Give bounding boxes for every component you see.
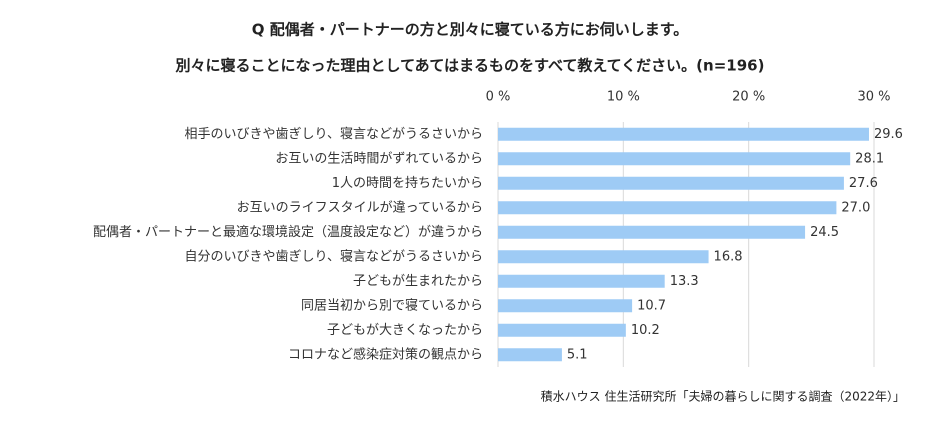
value-label: 13.3 [670, 274, 699, 289]
chart-title: Q 配偶者・パートナーの方と別々に寝ている方にお伺いします。 [252, 21, 688, 39]
x-tick-label: 30 % [857, 90, 890, 105]
bar [498, 201, 837, 215]
value-label: 27.0 [841, 200, 870, 215]
value-label: 10.7 [637, 298, 666, 313]
bar [498, 152, 851, 166]
x-tick-label: 0 % [486, 90, 511, 105]
bar [498, 274, 665, 288]
y-tick-label: お互いの生活時間がずれているから [275, 151, 483, 166]
value-label: 29.6 [874, 127, 903, 142]
x-tick-label: 20 % [732, 90, 765, 105]
value-label: 27.6 [849, 176, 878, 191]
value-label: 24.5 [810, 225, 839, 240]
y-tick-label: 1人の時間を持ちたいから [332, 176, 483, 191]
y-tick-label: 自分のいびきや歯ぎしり、寝言などがうるさいから [185, 248, 483, 264]
value-label: 16.8 [714, 249, 743, 264]
value-label: 10.2 [631, 323, 660, 338]
bar [498, 225, 806, 239]
bar [498, 323, 626, 337]
y-tick-label: 相手のいびきや歯ぎしり、寝言などがうるさいから [185, 126, 483, 142]
y-tick-label: お互いのライフスタイルが違っているから [237, 200, 483, 215]
bar [498, 250, 709, 264]
y-tick-label: 子どもが大きくなったから [327, 323, 483, 338]
y-tick-label: 子どもが生まれたから [353, 274, 483, 289]
value-label: 28.1 [855, 151, 884, 166]
bar [498, 127, 869, 141]
y-tick-label: 配偶者・パートナーと最適な環境設定（温度設定など）が違うから [93, 224, 483, 240]
source-note: 積水ハウス 住生活研究所「夫婦の暮らしに関する調査（2022年）」 [541, 389, 905, 404]
y-tick-label: コロナなど感染症対策の観点から [288, 346, 483, 362]
bar [498, 299, 633, 313]
bar [498, 348, 562, 362]
y-tick-label: 同居当初から別で寝ているから [301, 297, 483, 313]
bar [498, 176, 844, 190]
x-tick-label: 10 % [607, 90, 640, 105]
value-label: 5.1 [567, 347, 588, 362]
chart-subtitle: 別々に寝ることになった理由としてあてはまるものをすべて教えてください。(n=19… [175, 57, 765, 75]
